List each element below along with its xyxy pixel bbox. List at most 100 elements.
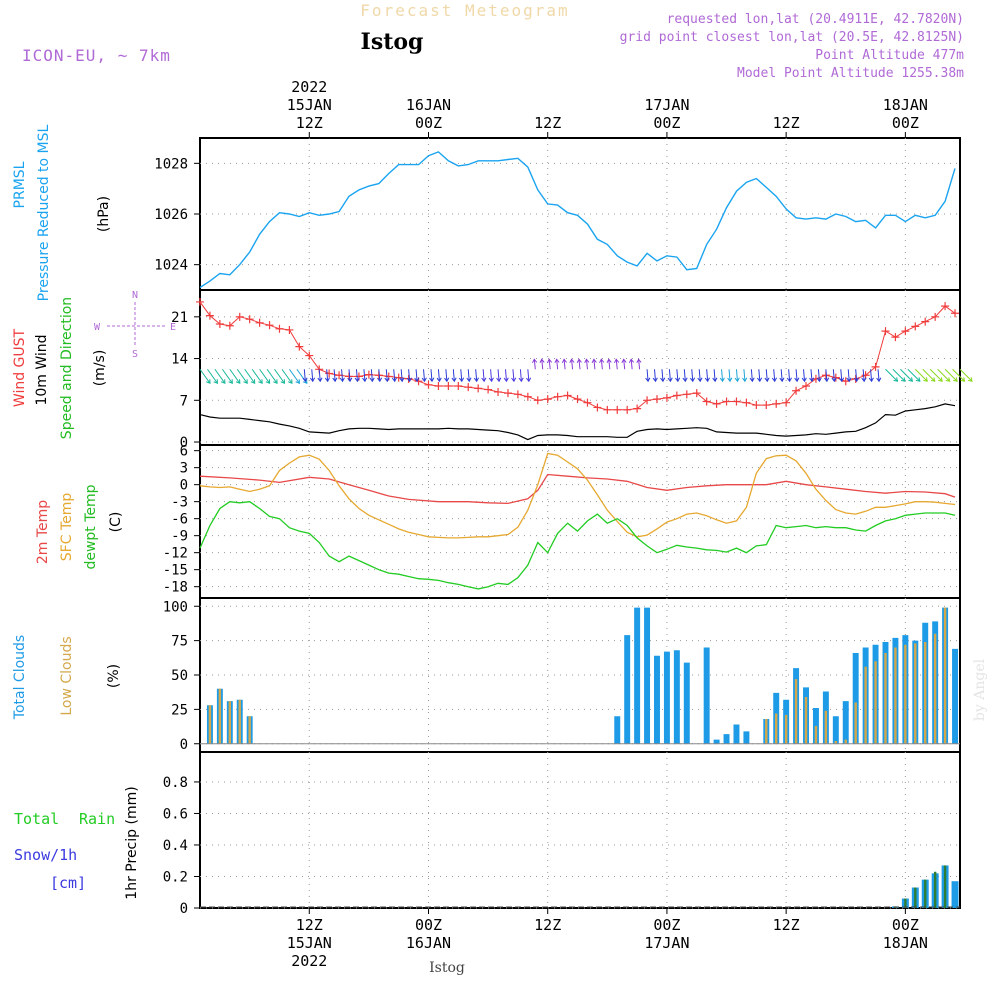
low-clouds-label: Low Clouds [59, 636, 75, 715]
y-tick-label: 14 [171, 352, 188, 368]
wind-direction-arrowhead [757, 377, 763, 383]
wind-direction-arrowhead [645, 377, 651, 383]
wind-direction-arrow [311, 369, 314, 382]
wind-direction-arrowhead [675, 377, 681, 383]
wind-direction-arrowhead [628, 358, 635, 364]
wind-direction-arrow [221, 368, 233, 384]
wind-direction-arrow [533, 359, 536, 370]
wind-gust-marker [503, 389, 512, 398]
wind-direction-arrow [460, 369, 463, 382]
y-tick-label: -6 [171, 512, 188, 528]
wind-direction-arrow [630, 359, 633, 370]
wind-direction-arrow [608, 359, 611, 370]
low-clouds-bar [834, 741, 838, 744]
wind-direction-arrowhead [712, 377, 718, 383]
y-tick-label: 50 [171, 668, 188, 684]
wind-direction-arrowhead [938, 377, 943, 382]
wind-direction-arrow [541, 359, 544, 370]
wind-direction-arrow [780, 369, 783, 382]
wind-direction-arrowhead [347, 377, 353, 383]
wind-direction-arrow [735, 369, 738, 382]
wind-direction-arrow [467, 369, 470, 382]
time-label: 15JAN [287, 934, 332, 952]
panel-temp: 630-3-6-9-12-15-18 [163, 444, 961, 599]
wind-gust-marker [682, 390, 691, 399]
wind-direction-arrow [654, 369, 657, 382]
wind-gust-marker [662, 393, 671, 402]
wind-direction-arrowhead [391, 377, 398, 383]
wind-direction-arrow [922, 368, 936, 382]
wind-direction-arrowhead [213, 379, 218, 385]
wind-direction-arrow [600, 359, 603, 370]
low-clouds-bar [784, 714, 788, 744]
wind-direction-arrowhead [915, 377, 921, 382]
wind-gust-marker [712, 399, 721, 408]
y-tick-label: 0 [180, 901, 188, 917]
wind-direction-arrowhead [369, 377, 375, 383]
wind-direction-arrow [504, 369, 507, 382]
wind-gust-marker [394, 373, 403, 382]
wind-direction-arrowhead [636, 358, 642, 364]
wind-direction-arrowhead [742, 377, 748, 383]
wind-direction-arrow [259, 368, 271, 384]
pressure-labels: PRMSL Pressure Reduced to MSL (hPa) [12, 124, 112, 301]
wind-direction-arrow [274, 368, 285, 384]
wind-gust-marker [573, 395, 582, 404]
time-label: 00Z [653, 114, 680, 132]
low-clouds-bar [874, 661, 877, 744]
total-clouds-bar [713, 739, 720, 744]
rain-label: Rain [79, 810, 115, 828]
wind-direction-arrowhead [846, 377, 852, 383]
low-clouds-bar [824, 710, 828, 744]
y-tick-label: 1028 [154, 156, 188, 172]
wind-direction-arrow [408, 369, 411, 382]
wind-direction-arrowhead [868, 377, 874, 383]
cloud-labels: Total Clouds Low Clouds (%) [12, 635, 122, 720]
wind-gust-label: Wind GUST [12, 328, 28, 407]
wind-direction-arrowhead [591, 358, 597, 364]
y-tick-label: 75 [171, 634, 188, 650]
wind-gust-marker [454, 381, 463, 390]
time-label: 17JAN [644, 934, 689, 952]
wind-direction-arrow [944, 368, 958, 382]
y-tick-label: -12 [163, 546, 188, 562]
wind-direction-arrowhead [546, 358, 553, 364]
wind-direction-arrow [691, 369, 694, 382]
wind-gust-marker [215, 319, 224, 328]
low-clouds-bar [854, 702, 857, 744]
temp-sfc-label: SFC Temp [59, 493, 75, 562]
wind-direction-arrow [214, 368, 226, 384]
wind-direction-arrow [810, 369, 813, 382]
y-tick-label: 1024 [154, 258, 188, 274]
low-clouds-bar [765, 719, 768, 744]
wind-direction-arrow [885, 368, 898, 382]
grid-point-coords: grid point closest lon,lat (20.5E, 42.81… [620, 30, 964, 45]
wind-direction-arrow [519, 369, 522, 382]
wind-direction-arrowhead [399, 377, 405, 383]
wind-direction-arrowhead [953, 377, 958, 382]
wind-direction-arrow [497, 369, 500, 382]
wind-gust-marker [871, 362, 880, 371]
wind-direction-arrow [341, 369, 344, 382]
low-clouds-bar [904, 644, 907, 744]
wind-direction-arrowhead [801, 377, 807, 383]
compass-east: E [170, 322, 176, 333]
wind-direction-arrow [877, 369, 880, 382]
wind-gust-marker [444, 381, 453, 390]
wind-direction-arrow [236, 368, 248, 384]
wind-direction-arrowhead [414, 377, 420, 383]
wind-gust-marker [305, 351, 314, 360]
wind-direction-arrowhead [831, 377, 837, 383]
y-tick-label: -18 [163, 580, 188, 596]
wind-direction-arrow [593, 359, 596, 370]
wind-direction-arrowhead [697, 377, 703, 383]
wind-direction-arrowhead [779, 377, 785, 383]
time-label: 00Z [415, 916, 442, 934]
wind-direction-arrowhead [794, 377, 800, 383]
y-tick-label: 1026 [154, 207, 188, 223]
wind-direction-arrow [638, 359, 641, 370]
time-label: 12Z [534, 916, 561, 934]
wind-gust-marker [652, 395, 661, 404]
